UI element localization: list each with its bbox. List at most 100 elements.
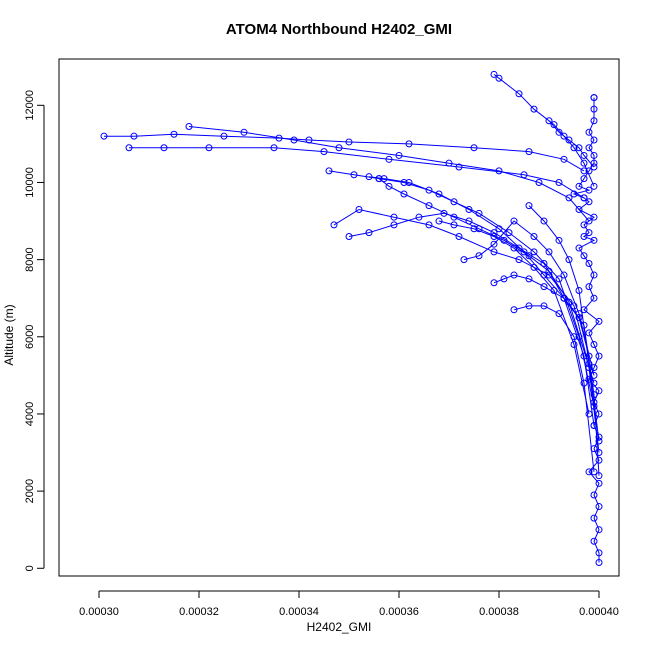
- data-point: [570, 333, 578, 341]
- data-point: [580, 159, 588, 167]
- data-point: [585, 329, 593, 337]
- x-tick-label: 0.00034: [279, 606, 319, 618]
- data-point: [595, 456, 603, 464]
- series-line: [548, 120, 595, 168]
- data-point: [525, 302, 533, 310]
- data-point: [490, 248, 498, 256]
- x-tick-label: 0.00040: [579, 606, 619, 618]
- data-point: [585, 217, 593, 225]
- data-point: [590, 236, 598, 244]
- series-line: [348, 212, 595, 384]
- data-point: [575, 144, 583, 152]
- data-point: [540, 217, 548, 225]
- data-point: [385, 182, 393, 190]
- data-point: [595, 449, 603, 457]
- data-series: [510, 302, 598, 476]
- x-tick-label: 0.00036: [379, 606, 419, 618]
- data-point: [585, 229, 593, 237]
- data-point: [580, 379, 588, 387]
- data-point: [585, 468, 593, 476]
- data-point: [160, 144, 168, 152]
- data-series: [100, 130, 588, 175]
- y-axis-label: Altitude (m): [2, 304, 16, 365]
- data-point: [490, 229, 498, 237]
- data-point: [585, 410, 593, 418]
- data-point: [570, 341, 578, 349]
- data-point: [495, 167, 503, 175]
- y-tick-label: 10000: [24, 167, 36, 198]
- data-point: [515, 90, 523, 98]
- data-point: [590, 468, 598, 476]
- y-tick-label: 0: [24, 565, 36, 571]
- data-point: [570, 144, 578, 152]
- data-point: [590, 94, 598, 102]
- data-point: [435, 217, 443, 225]
- data-point: [490, 70, 498, 78]
- data-point: [595, 503, 603, 511]
- y-tick-label: 4000: [24, 402, 36, 426]
- data-point: [575, 314, 583, 321]
- data-point: [580, 306, 588, 314]
- data-series: [525, 202, 603, 445]
- data-point: [400, 178, 408, 186]
- data-point: [585, 128, 593, 136]
- series-line: [528, 205, 600, 442]
- data-point: [595, 558, 603, 566]
- series-line: [129, 147, 585, 199]
- data-point: [490, 279, 498, 287]
- data-point: [500, 275, 508, 283]
- data-series: [185, 123, 593, 225]
- data-series: [460, 217, 598, 379]
- data-point: [560, 294, 568, 302]
- data-point: [590, 105, 598, 113]
- series-line: [333, 208, 600, 453]
- data-series: [330, 205, 603, 457]
- data-point: [320, 148, 328, 156]
- data-point: [495, 74, 503, 82]
- data-point: [330, 221, 338, 229]
- data-point: [510, 271, 518, 279]
- data-point: [545, 248, 553, 256]
- data-point: [575, 205, 583, 213]
- data-point: [415, 213, 423, 221]
- data-point: [550, 121, 558, 129]
- data-point: [590, 117, 598, 125]
- data-point: [570, 302, 578, 310]
- data-point: [555, 178, 563, 186]
- data-point: [510, 306, 518, 314]
- y-axis: 0 2000 4000 6000 8000 10000 12000: [24, 90, 45, 571]
- data-point: [585, 259, 593, 267]
- y-tick-label: 2000: [24, 479, 36, 503]
- data-point: [590, 163, 598, 171]
- data-point: [560, 132, 568, 140]
- x-tick-label: 0.00030: [79, 606, 119, 618]
- data-point: [590, 213, 598, 221]
- data-series: [345, 209, 598, 387]
- data-point: [445, 159, 453, 167]
- data-point: [425, 221, 433, 229]
- data-point: [580, 194, 588, 202]
- series-line: [104, 133, 585, 172]
- data-point: [595, 479, 603, 487]
- data-point: [585, 360, 593, 368]
- data-point: [125, 144, 133, 152]
- data-point: [345, 232, 353, 240]
- data-point: [595, 526, 603, 534]
- data-point: [240, 128, 248, 136]
- data-point: [595, 387, 603, 395]
- y-tick-label: 8000: [24, 247, 36, 271]
- data-point: [520, 248, 528, 256]
- data-point: [590, 271, 598, 279]
- data-point: [525, 202, 533, 210]
- chart-title: ATOM4 Northbound H2402_GMI: [226, 21, 452, 38]
- data-point: [435, 190, 443, 198]
- y-tick-label: 6000: [24, 325, 36, 349]
- data-point: [575, 182, 583, 190]
- data-point: [425, 202, 433, 210]
- data-point: [555, 236, 563, 244]
- data-point: [565, 136, 573, 144]
- data-point: [585, 186, 593, 194]
- data-point: [565, 256, 573, 264]
- data-point: [595, 317, 603, 325]
